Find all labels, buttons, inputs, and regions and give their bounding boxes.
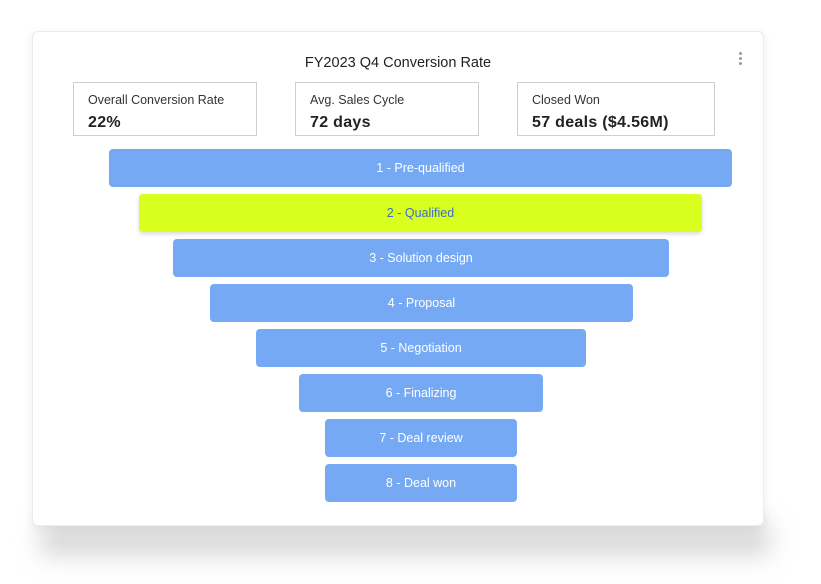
funnel-stage-qualified[interactable]: 2 - Qualified — [139, 194, 702, 232]
kpi-label: Closed Won — [532, 93, 600, 107]
more-vertical-icon[interactable] — [737, 52, 743, 70]
kpi-value: 22% — [88, 114, 121, 131]
kpi-label: Avg. Sales Cycle — [310, 93, 405, 107]
kpi-value: 72 days — [310, 114, 371, 131]
funnel-stage-pre-qualified[interactable]: 1 - Pre-qualified — [109, 149, 732, 187]
funnel-stage-proposal[interactable]: 4 - Proposal — [210, 284, 633, 322]
funnel-stage-deal-review[interactable]: 7 - Deal review — [325, 419, 517, 457]
funnel-stage-deal-won[interactable]: 8 - Deal won — [325, 464, 517, 502]
funnel-stage-solution-design[interactable]: 3 - Solution design — [173, 239, 669, 277]
kpi-label: Overall Conversion Rate — [88, 93, 225, 107]
kpi-overall-conversion: Overall Conversion Rate 22% — [73, 82, 257, 136]
kpi-closed-won: Closed Won 57 deals ($4.56M) — [517, 82, 715, 136]
kpi-avg-sales-cycle: Avg. Sales Cycle 72 days — [295, 82, 479, 136]
funnel-stage-finalizing[interactable]: 6 - Finalizing — [299, 374, 543, 412]
card-title: FY2023 Q4 Conversion Rate — [304, 55, 492, 71]
funnel-stage-negotiation[interactable]: 5 - Negotiation — [256, 329, 586, 367]
conversion-card: FY2023 Q4 Conversion Rate Overall Conver… — [32, 31, 764, 526]
card-shadow — [40, 520, 770, 556]
kpi-value: 57 deals ($4.56M) — [532, 114, 669, 131]
